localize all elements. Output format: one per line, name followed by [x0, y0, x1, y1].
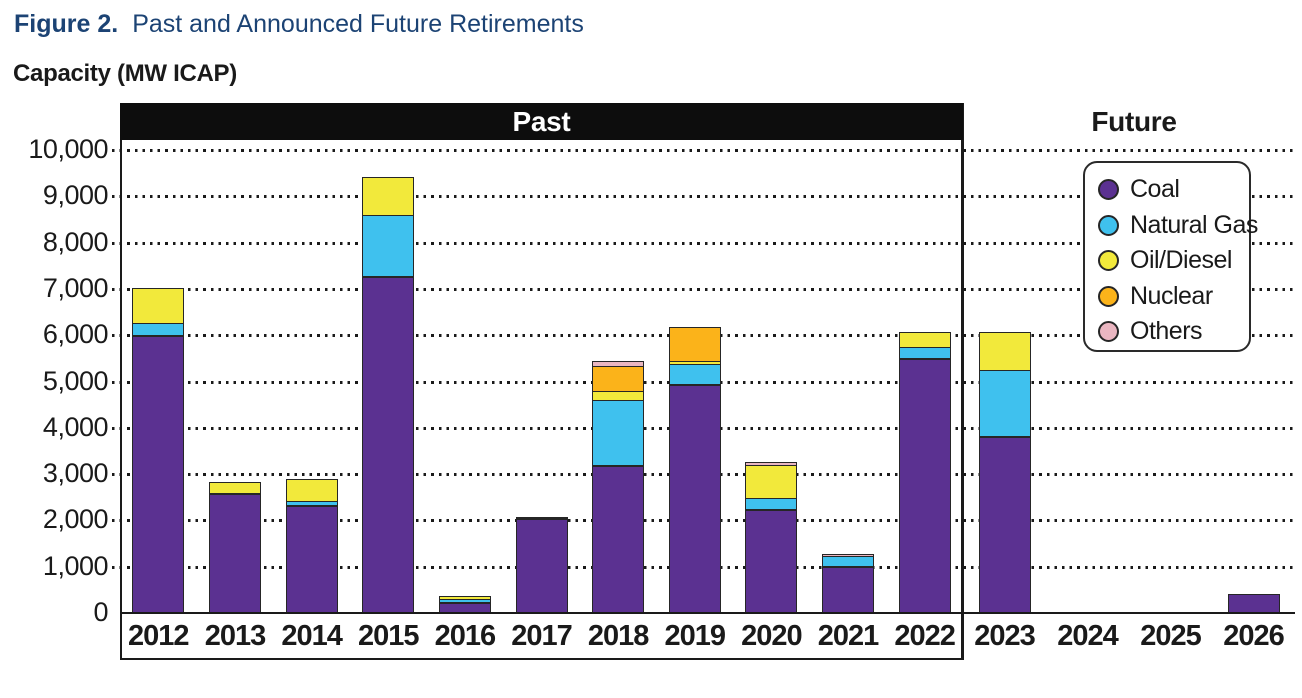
bar-segment-coal: [362, 276, 415, 613]
x-axis-line: [120, 612, 1295, 614]
legend-item: Coal: [1098, 172, 1249, 208]
x-axis-label-2012: 2012: [128, 620, 190, 652]
bar-segment-natural-gas: [132, 323, 185, 337]
y-axis-tick-label: 10,000: [28, 134, 108, 164]
x-axis-label-2020: 2020: [741, 620, 803, 652]
y-axis-tick-label: 0: [93, 597, 108, 627]
bar-segment-natural-gas: [978, 369, 1031, 438]
bar-segment-coal: [978, 437, 1031, 613]
gridline: [112, 287, 1293, 291]
future-label: Future: [1091, 106, 1177, 137]
legend-item: Oil/Diesel: [1098, 243, 1249, 279]
legend-item-label: Natural Gas: [1130, 210, 1258, 239]
bar-segment-natural-gas: [438, 599, 491, 604]
legend-swatch-icon: [1098, 250, 1119, 272]
bar-2018: [592, 360, 645, 613]
legend-item-label: Coal: [1130, 175, 1180, 204]
bar-2021: [822, 553, 875, 613]
bar-segment-natural-gas: [285, 501, 338, 507]
figure-title-text: Past and Announced Future Retirements: [132, 10, 584, 38]
bar-2015: [362, 177, 415, 613]
x-axis-label-2026: 2026: [1223, 620, 1285, 652]
bar-segment-coal: [668, 385, 721, 613]
gridline: [112, 195, 1293, 199]
bar-segment-oil-diesel: [285, 478, 338, 503]
bar-segment-coal: [822, 566, 875, 613]
bar-segment-coal: [898, 359, 951, 613]
y-axis-tick-label: 9,000: [42, 180, 109, 211]
bar-segment-natural-gas: [668, 363, 721, 386]
x-axis-label-2018: 2018: [587, 620, 650, 652]
bar-2013: [208, 481, 261, 613]
figure-label: Figure 2.: [14, 10, 119, 38]
y-axis-tick-label: 3,000: [42, 458, 109, 489]
bar-2019: [668, 326, 721, 613]
x-axis-label-2019: 2019: [664, 620, 727, 652]
legend: Coal Natural Gas Oil/Diesel Nuclear Others: [1083, 161, 1258, 352]
bar-segment-oil-diesel: [515, 516, 568, 520]
bar-2026: [1227, 593, 1280, 613]
bar-segment-coal: [285, 506, 338, 613]
past-future-divider-line: [962, 103, 964, 660]
legend-item-label: Nuclear: [1130, 281, 1213, 310]
bar-segment-oil-diesel: [132, 288, 185, 325]
gridline: [112, 149, 1293, 152]
bar-segment-oil-diesel: [745, 464, 798, 500]
legend-item: Others: [1098, 314, 1249, 350]
x-axis-label-2017: 2017: [511, 620, 573, 652]
bar-segment-natural-gas: [362, 214, 415, 277]
y-axis-tick-label: 8,000: [42, 226, 109, 257]
legend-item-label: Others: [1130, 317, 1203, 346]
x-axis-label-2016: 2016: [434, 620, 497, 652]
x-axis-label-2013: 2013: [204, 620, 267, 652]
bar-2012: [132, 288, 185, 613]
legend-swatch-icon: [1098, 214, 1119, 236]
bar-segment-natural-gas: [745, 498, 798, 510]
y-axis-tick-label: 6,000: [42, 319, 109, 350]
bar-2022: [898, 332, 951, 613]
past-banner: Past: [120, 103, 963, 140]
bar-segment-coal: [1227, 593, 1280, 613]
x-axis-label-2024: 2024: [1057, 620, 1119, 652]
figure-title: Figure 2. Past and Announced Future Retir…: [14, 10, 584, 39]
legend-swatch-icon: [1098, 321, 1119, 343]
x-axis-label-2023: 2023: [974, 620, 1036, 652]
bar-segment-nuclear: [668, 326, 721, 363]
bar-2023: [978, 332, 1031, 613]
legend-item-label: Oil/Diesel: [1130, 246, 1232, 275]
gridline: [112, 241, 1293, 245]
y-axis-tick-label: 5,000: [42, 365, 109, 396]
bar-segment-coal: [132, 336, 185, 613]
x-axis-label-2014: 2014: [281, 620, 343, 652]
bar-2017: [515, 516, 568, 613]
bar-segment-coal: [208, 494, 261, 613]
y-axis-tick-label: 1,000: [42, 550, 109, 581]
bar-2020: [745, 461, 798, 613]
bar-segment-coal: [592, 465, 645, 613]
bar-segment-coal: [745, 509, 798, 613]
bar-segment-oil-diesel: [362, 177, 415, 217]
bar-segment-natural-gas: [822, 556, 875, 567]
bar-2016: [438, 595, 491, 613]
y-axis-tick-label: 4,000: [42, 411, 109, 442]
x-axis-label-2015: 2015: [357, 620, 420, 652]
y-axis-tick-label: 2,000: [42, 504, 109, 535]
y-axis-title: Capacity (MW ICAP): [13, 60, 237, 87]
bar-segment-oil-diesel: [208, 481, 261, 495]
bar-segment-natural-gas: [898, 346, 951, 360]
x-axis-label-2022: 2022: [894, 620, 956, 652]
bar-segment-nuclear: [592, 366, 645, 393]
legend-swatch-icon: [1098, 179, 1119, 201]
bar-segment-coal: [515, 519, 568, 613]
bar-2014: [285, 478, 338, 613]
x-axis-label-2021: 2021: [817, 620, 880, 652]
y-axis-tick-label: 7,000: [42, 272, 109, 303]
x-axis-label-2025: 2025: [1140, 620, 1202, 652]
legend-item: Natural Gas: [1098, 208, 1258, 244]
legend-swatch-icon: [1098, 285, 1119, 307]
bar-segment-oil-diesel: [978, 332, 1031, 372]
legend-item: Nuclear: [1098, 279, 1249, 315]
bar-segment-natural-gas: [592, 400, 645, 466]
